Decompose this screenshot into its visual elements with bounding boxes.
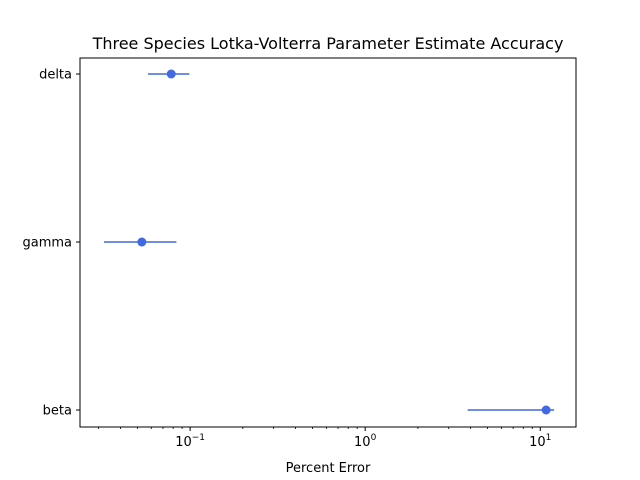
x-axis-label: Percent Error <box>286 461 371 476</box>
x-tick-label: 10−1 <box>175 433 205 450</box>
chart-title: Three Species Lotka-Volterra Parameter E… <box>92 34 564 53</box>
y-tick-label: delta <box>39 68 72 83</box>
y-tick-label: gamma <box>22 236 72 251</box>
data-point-gamma <box>137 237 147 247</box>
x-tick-label: 101 <box>529 433 551 450</box>
data-point-beta <box>541 405 551 415</box>
data-point-delta <box>166 69 176 79</box>
y-tick-label: beta <box>43 404 72 419</box>
x-tick-label: 100 <box>354 433 377 450</box>
y-axis: beta gamma delta <box>22 68 80 419</box>
x-axis: 10−1 100 101 <box>98 427 551 450</box>
plot-area <box>103 69 555 415</box>
